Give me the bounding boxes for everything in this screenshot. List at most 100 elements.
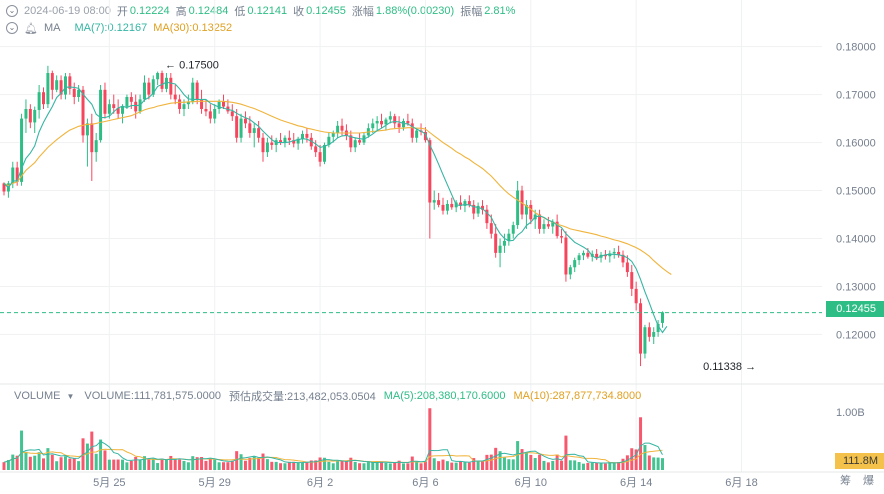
volume-bar <box>274 461 278 470</box>
volume-bar <box>63 456 67 470</box>
volume-bar <box>164 460 168 470</box>
candle-body <box>393 116 397 124</box>
candle-body <box>612 251 616 254</box>
candle-body <box>472 204 476 214</box>
candle-body <box>142 82 146 100</box>
volume-bar <box>252 456 256 470</box>
volume-bar <box>445 461 449 470</box>
candle-body <box>270 142 274 145</box>
ma7-value: MA(7):0.12167 <box>74 22 148 34</box>
candle-body <box>252 128 256 133</box>
bell-icon[interactable]: 🔔︎ <box>24 22 38 35</box>
volume-bar <box>331 463 335 470</box>
candle-body <box>555 221 559 237</box>
volume-bar <box>507 459 511 470</box>
volume-bar <box>428 408 432 470</box>
candle-body <box>617 251 621 255</box>
volume-bar <box>160 458 164 470</box>
volume-bar <box>156 463 160 470</box>
candle-body <box>489 223 493 234</box>
candle-body <box>406 120 410 124</box>
price-tick-label: 0.12000 <box>836 329 876 341</box>
low-label: 低 <box>234 6 246 18</box>
volume-bar <box>77 461 81 470</box>
candle-body <box>50 73 54 90</box>
candle-body <box>90 123 94 153</box>
candle-body <box>59 80 63 95</box>
chip-distribution-icon[interactable]: 筹 <box>840 475 851 487</box>
candle-body <box>191 82 195 102</box>
candle-body <box>661 312 664 323</box>
change-label: 涨幅 <box>351 6 374 18</box>
ma30-line <box>3 100 672 275</box>
volume-bar <box>393 462 397 470</box>
candle-body <box>129 96 133 102</box>
candle-body <box>287 137 291 141</box>
candle-body <box>200 99 204 109</box>
volume-bar <box>2 462 6 470</box>
volume-estimate: 预估成交量:213,482,053.0504 <box>228 391 376 403</box>
volume-bar <box>195 457 199 470</box>
volume-bar <box>279 463 283 470</box>
caret-down-icon[interactable]: ▼ <box>66 391 75 401</box>
volume-bar <box>186 462 190 470</box>
volume-bar <box>283 463 287 470</box>
candle-body <box>156 73 160 80</box>
volume-bar <box>375 462 379 470</box>
candle-body <box>507 233 511 241</box>
candle-body <box>529 204 533 220</box>
time-tick-label: 5月 29 <box>199 477 231 489</box>
candle-body <box>72 88 76 97</box>
volume-label[interactable]: VOLUME <box>14 390 61 402</box>
volume-bar <box>524 452 528 470</box>
candle-body <box>542 224 546 229</box>
candle-body <box>63 76 67 95</box>
volume-bar <box>410 456 414 470</box>
volume-bar <box>33 455 37 470</box>
bottom-tools: 筹 爆 <box>840 472 874 488</box>
price-tick-label: 0.17000 <box>836 90 876 102</box>
candle-body <box>476 205 480 214</box>
candle-body <box>239 118 243 138</box>
candle-body <box>186 101 190 105</box>
change-value: 1.88%(0.00230) <box>375 5 455 17</box>
volume-bar <box>560 460 564 470</box>
volume-bar <box>643 445 647 470</box>
candle-body <box>445 203 449 211</box>
ma-legend: ⌄ 🔔︎ MA MA(7):0.12167 MA(30):0.13252 <box>6 20 238 36</box>
volume-bar <box>208 459 212 470</box>
candle-body <box>349 135 353 148</box>
candle-body <box>121 106 125 114</box>
volume-bar <box>301 462 305 470</box>
candle-body <box>195 82 199 100</box>
volume-bar <box>617 462 621 470</box>
volume-bar <box>581 463 585 470</box>
chevron-down-icon[interactable]: ⌄ <box>6 5 18 17</box>
volume-bar <box>6 459 10 470</box>
volume-bar <box>467 462 471 470</box>
candle-body <box>415 130 419 138</box>
volume-bar <box>169 455 173 470</box>
candle-body <box>410 123 414 138</box>
volume-bar <box>94 453 98 470</box>
candle-body <box>375 120 379 124</box>
candle-body <box>358 140 362 143</box>
candle-body <box>401 120 405 128</box>
candle-body <box>630 272 634 289</box>
volume-bar <box>125 462 129 470</box>
volume-bar <box>476 461 480 470</box>
candle-body <box>577 255 581 261</box>
candle-body <box>55 80 59 90</box>
volume-bar <box>265 459 269 470</box>
volume-bar <box>634 449 638 470</box>
candle-body <box>37 92 41 110</box>
volume-bar <box>366 462 370 470</box>
volume-bar <box>121 459 125 470</box>
chevron-down-icon[interactable]: ⌄ <box>6 22 18 34</box>
high-label: 高 <box>175 6 187 18</box>
liquidation-icon[interactable]: 爆 <box>863 475 874 487</box>
candle-body <box>173 94 177 100</box>
candle-body <box>46 73 50 105</box>
ma-label[interactable]: MA <box>43 22 61 34</box>
